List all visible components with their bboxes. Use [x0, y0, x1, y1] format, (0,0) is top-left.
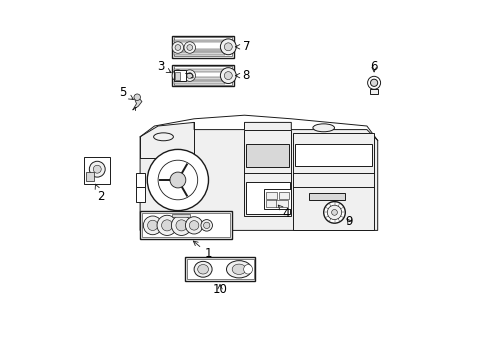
Text: 3: 3	[157, 60, 171, 73]
Circle shape	[157, 215, 177, 235]
Bar	[174, 77, 224, 80]
Text: 7: 7	[235, 40, 249, 53]
Text: 8: 8	[235, 69, 249, 82]
Bar	[186, 259, 253, 279]
Bar	[86, 172, 94, 181]
Text: 1: 1	[193, 241, 212, 260]
Circle shape	[147, 220, 158, 230]
Circle shape	[183, 42, 195, 53]
Text: 10: 10	[212, 283, 227, 296]
Circle shape	[326, 205, 341, 220]
Text: 5: 5	[119, 86, 133, 99]
Circle shape	[370, 79, 377, 86]
Bar	[140, 211, 231, 239]
Circle shape	[175, 45, 181, 50]
Bar	[294, 144, 371, 166]
Bar	[174, 52, 224, 55]
Ellipse shape	[153, 133, 173, 141]
Circle shape	[186, 45, 192, 50]
Bar	[292, 133, 373, 230]
Bar	[309, 193, 345, 200]
Bar	[264, 189, 291, 209]
Bar	[174, 69, 224, 72]
Circle shape	[224, 72, 232, 80]
Bar	[136, 187, 145, 202]
Circle shape	[331, 210, 337, 215]
Polygon shape	[133, 97, 142, 110]
Circle shape	[189, 221, 199, 230]
Bar	[265, 200, 288, 207]
Circle shape	[170, 172, 185, 188]
Circle shape	[220, 39, 236, 55]
Text: 2: 2	[95, 184, 104, 203]
Circle shape	[93, 165, 101, 173]
Circle shape	[147, 149, 208, 211]
Bar	[142, 213, 230, 237]
Circle shape	[158, 160, 197, 200]
Bar	[245, 144, 288, 167]
Bar	[175, 72, 180, 80]
Circle shape	[161, 220, 172, 231]
Text: 9: 9	[345, 215, 352, 228]
Circle shape	[89, 161, 105, 177]
Bar	[174, 49, 224, 51]
Bar	[278, 192, 288, 199]
Circle shape	[172, 70, 183, 81]
Bar	[172, 36, 233, 58]
Bar	[174, 37, 232, 56]
Text: 4: 4	[278, 205, 289, 220]
Ellipse shape	[312, 124, 334, 132]
Ellipse shape	[226, 261, 251, 278]
Bar	[244, 130, 291, 216]
Circle shape	[172, 42, 183, 53]
Bar	[174, 70, 185, 81]
Circle shape	[171, 215, 191, 235]
Bar	[174, 81, 224, 84]
Circle shape	[203, 222, 209, 229]
Circle shape	[185, 217, 203, 234]
Circle shape	[143, 216, 162, 235]
Ellipse shape	[194, 261, 212, 277]
Bar	[136, 173, 145, 187]
Circle shape	[367, 76, 380, 89]
Bar	[174, 40, 224, 42]
Bar	[172, 65, 233, 86]
Circle shape	[176, 220, 187, 231]
Ellipse shape	[243, 265, 252, 274]
Circle shape	[134, 94, 140, 100]
Circle shape	[186, 73, 192, 78]
Bar	[174, 66, 232, 85]
Ellipse shape	[232, 264, 245, 274]
Circle shape	[220, 68, 236, 84]
Circle shape	[201, 220, 212, 231]
Bar	[172, 214, 190, 217]
Circle shape	[175, 73, 181, 78]
Bar	[246, 182, 289, 214]
Circle shape	[323, 202, 345, 223]
Ellipse shape	[197, 265, 208, 274]
Text: 6: 6	[369, 60, 377, 73]
Bar	[185, 257, 255, 281]
Bar	[84, 157, 110, 184]
Circle shape	[224, 43, 232, 51]
Bar	[369, 89, 378, 94]
Circle shape	[183, 70, 195, 81]
Polygon shape	[140, 122, 377, 230]
Bar	[265, 192, 276, 199]
